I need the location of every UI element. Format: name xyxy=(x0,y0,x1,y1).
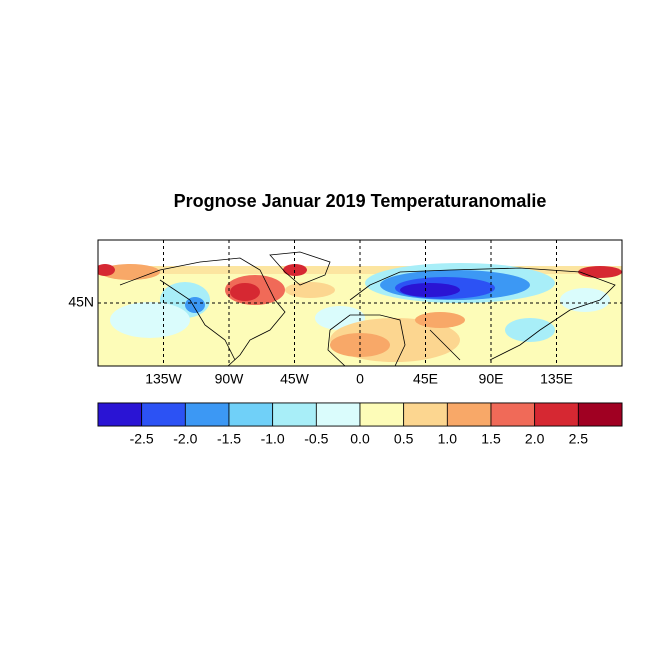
colorbar-label: -0.5 xyxy=(304,431,328,447)
colorbar-box xyxy=(359,402,405,427)
colorbar-box xyxy=(184,402,230,427)
map-title: Prognose Januar 2019 Temperaturanomalie xyxy=(174,191,547,211)
lon-label: 135E xyxy=(540,371,573,387)
coastlines xyxy=(119,251,616,366)
colorbar-label: 0.5 xyxy=(394,431,414,447)
lon-label: 90W xyxy=(215,371,245,387)
colorbar-box xyxy=(141,402,186,427)
colorbar-box xyxy=(490,402,536,427)
colorbar-box xyxy=(97,402,143,427)
colorbar-box xyxy=(534,402,579,427)
lon-label: 45W xyxy=(280,371,310,387)
colorbar-label: -1.5 xyxy=(217,431,241,447)
colorbar-label: 1.0 xyxy=(438,431,458,447)
colorbar-label: 0.0 xyxy=(350,431,370,447)
lon-label: 45E xyxy=(413,371,438,387)
colorbar-label: 1.5 xyxy=(481,431,501,447)
colorbar-label: 2.5 xyxy=(569,431,589,447)
lon-label: 135W xyxy=(145,371,182,387)
lon-label: 0 xyxy=(356,371,364,387)
colorbar-box xyxy=(403,402,448,427)
colorbar-box xyxy=(315,402,361,427)
colorbar-box xyxy=(446,402,492,427)
colorbar-box xyxy=(272,402,317,427)
colorbar-label: 2.0 xyxy=(525,431,545,447)
colorbar-label: -2.0 xyxy=(173,431,197,447)
colorbar-box xyxy=(228,402,274,427)
lat-label: 45N xyxy=(68,294,94,310)
lon-label: 90E xyxy=(479,371,504,387)
colorbar-label: -1.0 xyxy=(261,431,285,447)
colorbar-label: -2.5 xyxy=(130,431,154,447)
colorbar-box xyxy=(577,402,623,427)
